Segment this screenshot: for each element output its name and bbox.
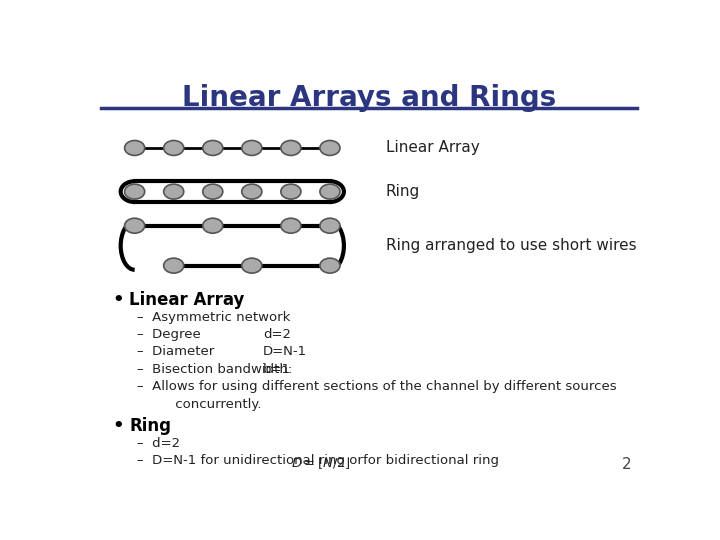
Circle shape [125,140,145,156]
Text: D=N-1: D=N-1 [263,346,307,359]
Circle shape [203,218,222,233]
Circle shape [320,218,340,233]
Text: concurrently.: concurrently. [138,398,262,411]
Text: Ring: Ring [129,417,171,435]
Circle shape [242,258,262,273]
Text: –  Diameter: – Diameter [138,346,215,359]
Text: Ring arranged to use short wires: Ring arranged to use short wires [386,238,636,253]
Text: Linear Array: Linear Array [129,292,244,309]
Circle shape [281,140,301,156]
Circle shape [203,184,222,199]
Circle shape [163,140,184,156]
Text: –  d=2: – d=2 [138,436,181,449]
Circle shape [163,258,184,273]
Text: •: • [112,417,124,435]
Text: $D = \lfloor N/2 \rfloor$: $D = \lfloor N/2 \rfloor$ [291,455,351,471]
Text: –  Degree: – Degree [138,328,201,341]
Circle shape [125,184,145,199]
Text: –  Asymmetric network: – Asymmetric network [138,310,291,323]
Text: Linear Arrays and Rings: Linear Arrays and Rings [182,84,556,112]
Circle shape [281,218,301,233]
Text: –  Bisection bandwidth:: – Bisection bandwidth: [138,363,292,376]
Text: Ring: Ring [386,184,420,199]
Circle shape [163,184,184,199]
Text: –  Allows for using different sections of the channel by different sources: – Allows for using different sections of… [138,380,617,394]
Circle shape [320,184,340,199]
Text: •: • [112,292,124,309]
Text: 2: 2 [621,457,631,472]
Text: Linear Array: Linear Array [386,140,480,156]
Text: b=1: b=1 [263,363,291,376]
Circle shape [125,218,145,233]
Circle shape [281,184,301,199]
Circle shape [242,140,262,156]
Circle shape [203,140,222,156]
Text: –  D=N-1 for unidirectional ring or: – D=N-1 for unidirectional ring or [138,454,364,467]
Text: d=2: d=2 [263,328,291,341]
Circle shape [320,258,340,273]
Text: for bidirectional ring: for bidirectional ring [364,454,500,467]
Circle shape [242,184,262,199]
Circle shape [320,140,340,156]
